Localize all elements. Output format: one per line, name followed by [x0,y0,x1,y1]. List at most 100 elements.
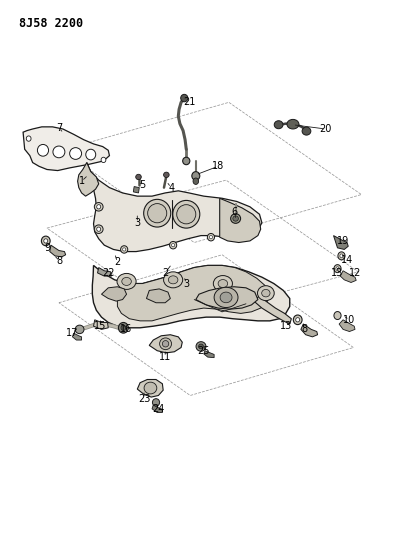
Polygon shape [137,379,163,397]
Text: 25: 25 [197,346,210,356]
Ellipse shape [258,286,274,301]
Text: 8: 8 [301,325,308,334]
Ellipse shape [193,178,199,184]
Ellipse shape [117,273,136,289]
Text: 1: 1 [78,176,85,186]
Polygon shape [98,268,111,276]
Ellipse shape [75,325,84,334]
Text: 8: 8 [57,256,63,266]
Text: 14: 14 [341,255,353,265]
Text: 5: 5 [139,181,146,190]
Polygon shape [220,198,261,243]
Ellipse shape [213,276,232,292]
Ellipse shape [97,227,101,231]
Ellipse shape [340,254,343,257]
Ellipse shape [26,136,31,141]
Ellipse shape [160,338,172,350]
Polygon shape [146,289,170,303]
Text: 16: 16 [121,325,133,334]
Text: 10: 10 [343,315,355,325]
Ellipse shape [262,289,270,297]
Ellipse shape [136,174,141,180]
Ellipse shape [177,205,196,224]
Text: 20: 20 [319,124,332,134]
Ellipse shape [209,236,213,239]
Polygon shape [94,320,108,329]
Ellipse shape [101,157,106,163]
Polygon shape [334,236,348,249]
Text: 13: 13 [332,268,343,278]
Ellipse shape [199,344,203,349]
Text: 24: 24 [152,405,165,414]
Ellipse shape [214,287,238,308]
Ellipse shape [53,146,65,158]
Ellipse shape [94,225,103,233]
Ellipse shape [336,266,339,271]
Text: 18: 18 [212,161,224,171]
Ellipse shape [173,200,200,228]
Ellipse shape [296,318,300,322]
Text: 15: 15 [94,321,107,331]
Ellipse shape [287,119,299,129]
Ellipse shape [70,148,82,159]
Ellipse shape [121,246,128,253]
Ellipse shape [172,244,175,247]
Text: 17: 17 [66,328,79,338]
Ellipse shape [293,315,302,325]
Text: 6: 6 [232,207,238,217]
Ellipse shape [196,342,206,351]
Polygon shape [72,333,82,340]
Text: 23: 23 [138,394,150,403]
Ellipse shape [233,216,238,221]
Polygon shape [149,335,182,353]
Ellipse shape [164,272,183,288]
Text: 7: 7 [56,123,62,133]
Ellipse shape [119,322,128,333]
Ellipse shape [207,233,215,241]
Ellipse shape [231,214,240,223]
Ellipse shape [162,341,169,347]
Ellipse shape [37,144,49,156]
Text: 3: 3 [134,218,140,228]
Text: 3: 3 [183,279,189,288]
Polygon shape [50,245,66,257]
Text: 4: 4 [168,183,174,192]
Ellipse shape [144,382,157,394]
Ellipse shape [44,239,48,243]
Ellipse shape [94,203,103,211]
Ellipse shape [334,265,341,273]
Ellipse shape [274,120,283,128]
Text: 22: 22 [102,268,115,278]
Ellipse shape [302,127,311,135]
Ellipse shape [338,252,345,260]
Ellipse shape [41,236,50,246]
Polygon shape [301,324,318,337]
Polygon shape [87,163,262,252]
Ellipse shape [152,399,160,406]
Ellipse shape [121,325,126,330]
Polygon shape [23,127,109,171]
Ellipse shape [220,292,232,303]
Ellipse shape [218,279,228,288]
Ellipse shape [144,199,171,227]
Text: 2: 2 [114,257,121,267]
Text: 2: 2 [162,268,168,278]
Ellipse shape [334,311,341,320]
Text: 9: 9 [44,243,50,253]
Ellipse shape [183,157,190,165]
Ellipse shape [168,276,178,284]
Ellipse shape [181,94,188,102]
Polygon shape [339,320,355,332]
Polygon shape [196,287,258,309]
Text: 19: 19 [337,236,349,246]
Text: 12: 12 [349,268,361,278]
Polygon shape [204,351,214,358]
Polygon shape [133,187,139,193]
Ellipse shape [170,241,177,249]
Text: 8J58 2200: 8J58 2200 [19,17,83,30]
Ellipse shape [192,172,200,180]
Polygon shape [101,287,127,301]
Polygon shape [340,271,356,282]
Text: 13: 13 [280,321,292,331]
Ellipse shape [86,149,96,160]
